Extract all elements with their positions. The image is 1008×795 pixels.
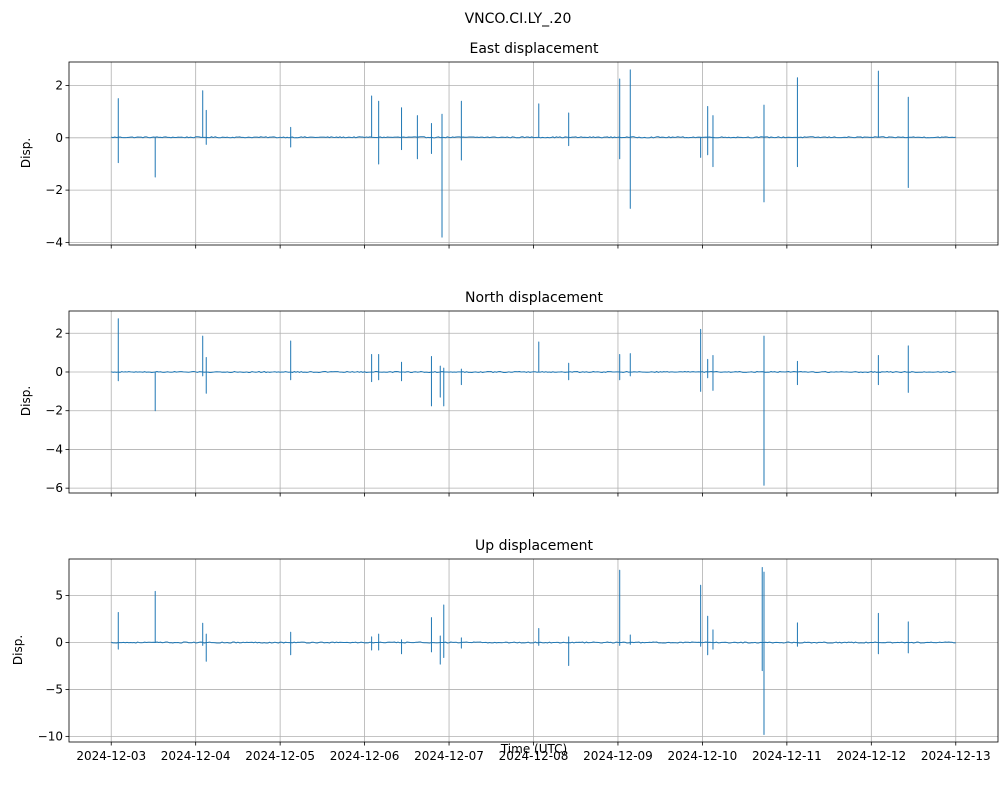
x-tick-label: 2024-12-13 xyxy=(921,749,991,763)
panel-title: Up displacement xyxy=(475,538,593,554)
y-axis-label: Disp. xyxy=(19,386,33,416)
y-tick-label: −2 xyxy=(45,404,63,418)
panel-title: North displacement xyxy=(465,290,603,306)
y-tick-label: −4 xyxy=(45,442,63,456)
y-tick-label: −10 xyxy=(38,729,63,743)
y-tick-label: 2 xyxy=(55,79,63,93)
x-axis-label: Time (UTC) xyxy=(500,742,567,756)
x-tick-label: 2024-12-12 xyxy=(836,749,906,763)
y-tick-label: −5 xyxy=(45,682,63,696)
x-tick-label: 2024-12-06 xyxy=(330,749,400,763)
series-line xyxy=(111,318,956,486)
x-tick-label: 2024-12-07 xyxy=(414,749,484,763)
figure-suptitle: VNCO.CI.LY_.20 xyxy=(465,11,572,27)
up-displacement-panel: Up displacement Disp. 5 0 −5 −10 2024-12-03 2… xyxy=(11,538,999,763)
series-line xyxy=(111,566,956,735)
x-tick-label: 2024-12-03 xyxy=(76,749,146,763)
y-tick-label: 2 xyxy=(55,326,63,340)
east-displacement-panel: East displacement Disp. 2 0 −2 −4 xyxy=(19,41,999,249)
y-axis-label: Disp. xyxy=(11,635,25,665)
x-tick-label: 2024-12-11 xyxy=(752,749,822,763)
x-tick-label: 2024-12-10 xyxy=(668,749,738,763)
series-line xyxy=(111,69,956,238)
x-tick-label: 2024-12-04 xyxy=(161,749,231,763)
x-tick-label: 2024-12-09 xyxy=(583,749,653,763)
y-tick-label: −4 xyxy=(45,235,63,249)
y-tick-label: −2 xyxy=(45,183,63,197)
y-tick-label: −6 xyxy=(45,481,63,495)
y-tick-label: 5 xyxy=(55,589,63,603)
x-tick-label: 2024-12-08 xyxy=(499,749,569,763)
y-tick-label: 0 xyxy=(55,365,63,379)
y-axis-label: Disp. xyxy=(19,138,33,168)
panel-title: East displacement xyxy=(469,41,599,57)
y-tick-label: 0 xyxy=(55,636,63,650)
x-tick-label: 2024-12-05 xyxy=(245,749,315,763)
north-displacement-panel: North displacement Disp. 2 0 −2 −4 −6 xyxy=(19,290,999,497)
y-tick-label: 0 xyxy=(55,131,63,145)
